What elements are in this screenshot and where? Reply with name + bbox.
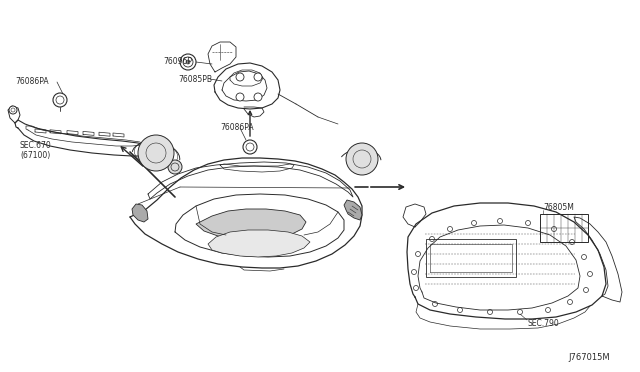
Circle shape — [138, 135, 174, 171]
Text: 76085PB: 76085PB — [178, 74, 212, 83]
Circle shape — [254, 73, 262, 81]
Polygon shape — [208, 230, 310, 257]
Circle shape — [346, 143, 378, 175]
Circle shape — [236, 93, 244, 101]
Text: SEC.670
(67100): SEC.670 (67100) — [20, 141, 52, 160]
Polygon shape — [196, 209, 306, 240]
Text: J767015M: J767015M — [568, 353, 610, 362]
Circle shape — [53, 93, 67, 107]
Circle shape — [236, 73, 244, 81]
Text: SEC.790: SEC.790 — [528, 320, 560, 328]
Text: 76086PA: 76086PA — [220, 124, 253, 132]
Circle shape — [168, 160, 182, 174]
Text: 76805M: 76805M — [543, 202, 574, 212]
Circle shape — [243, 140, 257, 154]
Circle shape — [9, 106, 17, 114]
Text: 76096P: 76096P — [163, 58, 192, 67]
Text: 76086PA: 76086PA — [15, 77, 49, 87]
Polygon shape — [344, 200, 362, 220]
Circle shape — [180, 54, 196, 70]
Circle shape — [254, 93, 262, 101]
Polygon shape — [132, 204, 148, 222]
Circle shape — [186, 60, 190, 64]
